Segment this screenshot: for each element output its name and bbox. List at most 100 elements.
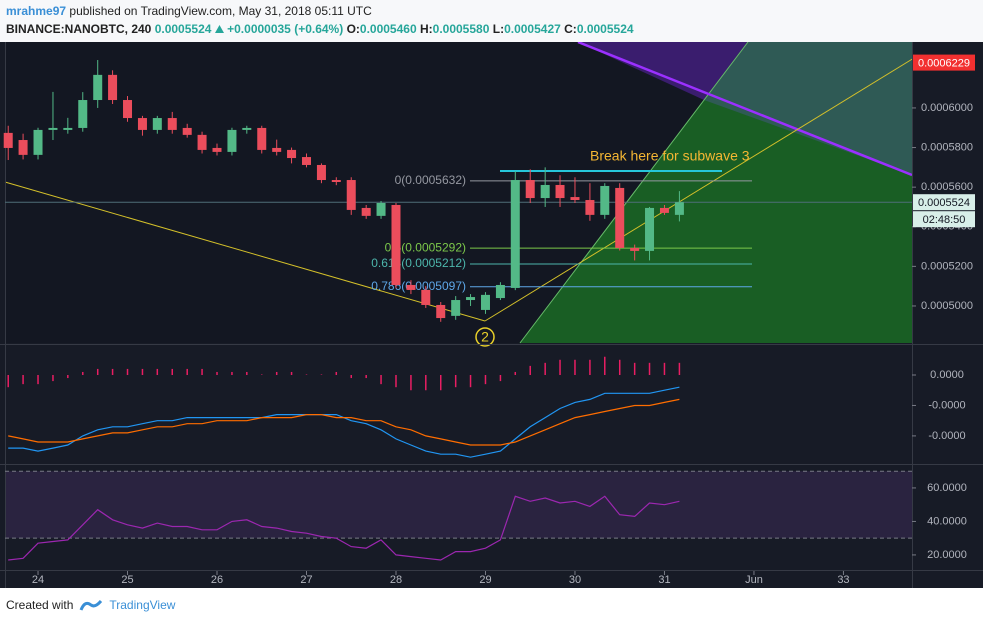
candle-body	[316, 164, 326, 181]
candle-body	[182, 127, 192, 135]
candle-body	[451, 300, 461, 316]
channel-zone	[578, 42, 748, 100]
ohlc-key: O:	[346, 22, 360, 36]
y-tick-label: 0.0005200	[921, 260, 973, 272]
ohlc: O:0.0005460 H:0.0005580 L:0.0005427 C:0.…	[347, 22, 634, 36]
candle-body	[137, 118, 147, 130]
countdown-tag	[913, 211, 975, 228]
ohlc-value: 0.0005580	[432, 22, 490, 36]
candle-body	[63, 127, 73, 130]
ohlc-value: 0.0005460	[359, 22, 417, 36]
candle-body	[525, 180, 535, 199]
candle-body	[242, 127, 252, 130]
candle-body	[152, 118, 162, 130]
y-tick-label: 0.0000	[930, 369, 964, 381]
up-arrow	[214, 25, 224, 33]
logo	[79, 599, 103, 611]
x-tick-label: 26	[211, 574, 223, 586]
candle-body	[510, 180, 520, 288]
x-tick-label: 29	[479, 574, 491, 586]
ohlc-key: C:	[564, 22, 577, 36]
brand[interactable]: TradingView	[109, 598, 176, 612]
wave-marker	[475, 327, 495, 347]
change: +0.0000035 (+0.64%)	[227, 22, 344, 36]
y-tick-label: 0.0005000	[921, 300, 973, 312]
band-fill	[6, 471, 912, 539]
fib-label: 0.618(0.0005212)	[371, 256, 466, 270]
fib-label: 0.5(0.0005292)	[385, 240, 466, 254]
chart: Break here for subwave 3 2 0.0005000 0.00…	[0, 40, 983, 588]
candle-body	[630, 247, 640, 251]
y-tick-label: -0.0000	[928, 399, 965, 411]
x-tick-label: 33	[837, 574, 849, 586]
candle-body	[331, 180, 341, 183]
series-line	[8, 495, 680, 561]
fib-label: 0.786(0.0005097)	[371, 279, 466, 293]
candle-body	[212, 147, 222, 152]
candle-body	[674, 202, 684, 215]
candle-body	[301, 157, 311, 165]
y-tick-label: 0.0005800	[921, 141, 973, 153]
annotation: Break here for subwave 3	[590, 148, 750, 164]
candle-body	[466, 297, 476, 301]
candle-body	[33, 129, 43, 155]
ohlc-key: H:	[419, 22, 433, 36]
trend-line	[4, 181, 486, 322]
candle-body	[555, 184, 565, 199]
trend-edge	[519, 41, 749, 344]
series-line	[8, 398, 680, 446]
candle-body	[480, 294, 490, 310]
candle-body	[570, 197, 580, 201]
candle-body	[585, 200, 595, 215]
publish-line: mrahme97 published on TradingView.com, M…	[6, 4, 372, 18]
candle-body	[659, 207, 669, 213]
created-with: Created with	[6, 598, 74, 612]
y-tick-label: 0.0006000	[921, 102, 973, 114]
candle-body	[600, 185, 610, 215]
fib-label: 0(0.0005632)	[395, 173, 466, 187]
candle-body	[48, 127, 58, 130]
y-tick-label: 60.0000	[927, 482, 967, 494]
candle-body	[93, 74, 103, 101]
price-tag	[913, 194, 975, 211]
ohlc-value: 0.0005427	[504, 22, 561, 36]
x-tick-label: 28	[390, 574, 402, 586]
last-price: 0.0005524	[154, 22, 212, 36]
candle-body	[645, 207, 655, 251]
author[interactable]: mrahme97	[6, 4, 67, 18]
header: mrahme97 published on TradingView.com, M…	[0, 0, 983, 42]
publish-info: published on TradingView.com, May 31, 20…	[69, 4, 372, 18]
candle-body	[3, 132, 13, 148]
candle-body	[615, 187, 625, 248]
candle-body	[78, 100, 88, 128]
candle-body	[391, 204, 401, 285]
ohlc-value: 0.0005524	[576, 22, 634, 36]
candle-body	[18, 140, 28, 155]
trend-line	[484, 57, 915, 322]
candle-body	[257, 127, 267, 150]
candle-body	[108, 74, 118, 101]
x-tick-label: 25	[121, 574, 133, 586]
x-tick-label: 30	[569, 574, 581, 586]
candle-body	[287, 149, 297, 159]
x-tick-label: 31	[658, 574, 670, 586]
y-tick-label: -0.0000	[928, 430, 965, 442]
price-tag-label: 0.0006229	[918, 58, 970, 70]
footer: Created with TradingView	[6, 598, 175, 612]
y-tick-label: 20.0000	[927, 549, 967, 561]
channel-zone	[704, 42, 912, 175]
y-tick-label: 0.0005600	[921, 181, 973, 193]
symbol-line: BINANCE:NANOBTC, 240 0.0005524 +0.000003…	[6, 22, 634, 36]
candle-body	[197, 134, 207, 150]
candle-body	[361, 207, 371, 216]
trend-line	[577, 40, 913, 177]
price-tag-label: 0.0005524	[918, 197, 970, 209]
candle-body	[495, 284, 505, 299]
candle-body	[540, 184, 550, 199]
x-tick-label: 24	[32, 574, 44, 586]
x-tick-label: Jun	[745, 574, 763, 586]
countdown: 02:48:50	[923, 214, 966, 226]
candle-body	[167, 118, 177, 130]
candle-body	[376, 202, 386, 216]
